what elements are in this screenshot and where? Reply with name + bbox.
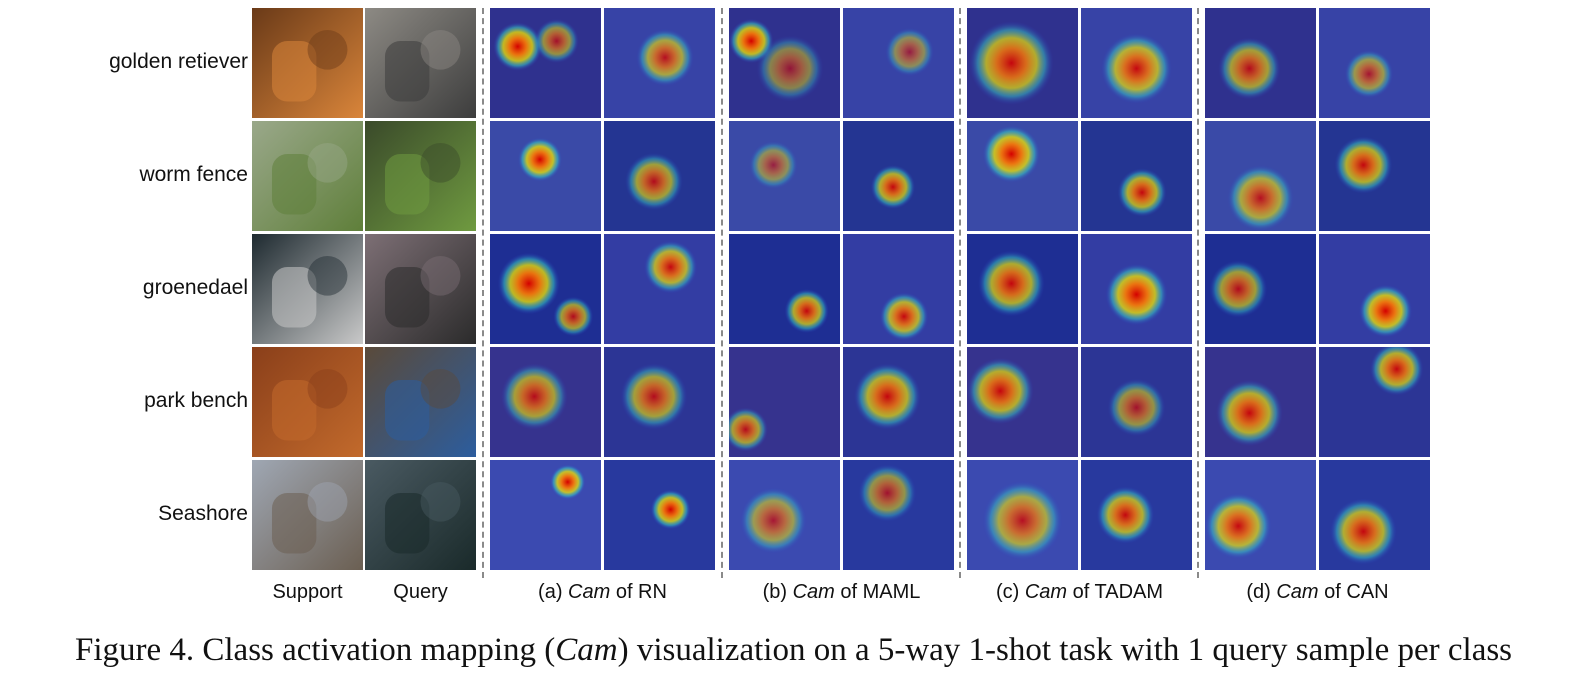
cam-query-can xyxy=(1319,347,1430,457)
row-label: park bench xyxy=(144,389,248,412)
cam-support-maml xyxy=(729,347,840,457)
cam-query-can xyxy=(1319,121,1430,231)
separator-line xyxy=(959,8,961,578)
support-image xyxy=(252,460,363,570)
figure-caption: Figure 4. Class activation mapping (Cam)… xyxy=(74,632,1513,668)
cam-query-maml xyxy=(843,234,954,344)
cam-support-rn xyxy=(490,121,601,231)
query-image xyxy=(365,8,476,118)
cam-query-rn xyxy=(604,234,715,344)
query-image xyxy=(365,121,476,231)
support-column-label: Support xyxy=(272,581,343,603)
cam-support-tadam xyxy=(967,460,1078,570)
support-image xyxy=(252,347,363,457)
cam-support-can xyxy=(1205,347,1316,457)
cam-query-can xyxy=(1319,460,1430,570)
support-image xyxy=(252,121,363,231)
cam-query-maml xyxy=(843,347,954,457)
cam-query-can xyxy=(1319,234,1430,344)
cam-support-rn xyxy=(490,234,601,344)
cam-support-rn xyxy=(490,8,601,118)
cam-query-maml xyxy=(843,8,954,118)
cam-support-maml xyxy=(729,234,840,344)
cam-support-tadam xyxy=(967,234,1078,344)
cam-query-tadam xyxy=(1081,121,1192,231)
query-column-label: Query xyxy=(393,581,448,603)
row-label: golden retiever xyxy=(109,50,248,73)
cam-query-maml xyxy=(843,121,954,231)
row-label: groenedael xyxy=(142,276,248,299)
cam-query-rn xyxy=(604,8,715,118)
query-image xyxy=(365,234,476,344)
row-label: Seashore xyxy=(158,502,248,525)
support-image xyxy=(252,8,363,118)
cam-support-maml xyxy=(729,8,840,118)
separator-line xyxy=(721,8,723,578)
cam-query-rn xyxy=(604,121,715,231)
cam-support-maml xyxy=(729,460,840,570)
cam-query-tadam xyxy=(1081,8,1192,118)
cam-query-rn xyxy=(604,347,715,457)
cam-query-tadam xyxy=(1081,234,1192,344)
cam-query-rn xyxy=(604,460,715,570)
cam-query-tadam xyxy=(1081,460,1192,570)
cam-support-maml xyxy=(729,121,840,231)
cam-query-can xyxy=(1319,8,1430,118)
separator-line xyxy=(482,8,484,578)
cam-support-can xyxy=(1205,121,1316,231)
cam-query-tadam xyxy=(1081,347,1192,457)
cam-support-tadam xyxy=(967,8,1078,118)
column-label-tadam: (c) Cam of TADAM xyxy=(995,581,1164,603)
column-label-maml: (b) Cam of MAML xyxy=(762,581,921,603)
query-image xyxy=(365,347,476,457)
row-label: worm fence xyxy=(139,163,248,186)
cam-support-tadam xyxy=(967,347,1078,457)
cam-support-can xyxy=(1205,8,1316,118)
query-image xyxy=(365,460,476,570)
cam-support-rn xyxy=(490,347,601,457)
support-image xyxy=(252,234,363,344)
column-label-can: (d) Cam of CAN xyxy=(1246,581,1389,603)
cam-support-can xyxy=(1205,234,1316,344)
cam-support-can xyxy=(1205,460,1316,570)
separator-line xyxy=(1197,8,1199,578)
column-label-rn: (a) Cam of RN xyxy=(538,581,667,603)
cam-support-tadam xyxy=(967,121,1078,231)
cam-query-maml xyxy=(843,460,954,570)
cam-support-rn xyxy=(490,460,601,570)
